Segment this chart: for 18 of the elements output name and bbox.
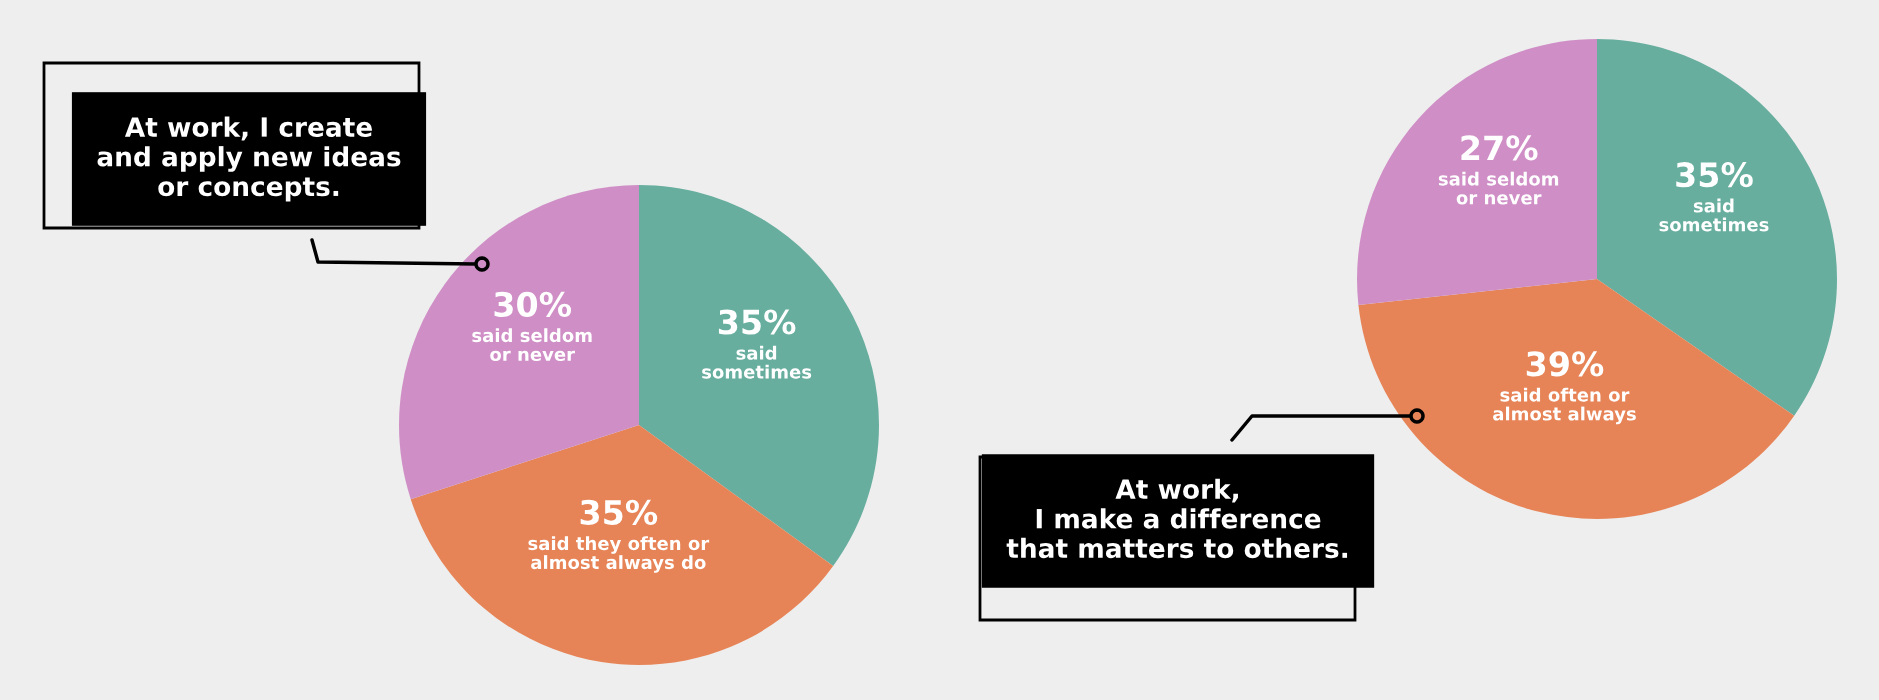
pie-slice (1357, 39, 1597, 306)
slice-label: said sometimes (702, 345, 812, 379)
data-label: 35% (718, 309, 796, 335)
slice-label: said sometimes (1659, 198, 1769, 232)
data-label: 35% (1676, 162, 1753, 188)
data-label: 30% (494, 291, 572, 317)
chart-title: At work, I create and apply new ideas or concepts. (97, 116, 401, 202)
pie-slice (1358, 279, 1795, 519)
data-label: 27% (1461, 135, 1538, 161)
data-label: 39% (1526, 351, 1604, 377)
pie-slice (399, 185, 639, 500)
text: At work, I make a difference that matters to others. (1006, 478, 1348, 559)
slice-label: said seldom or never (472, 328, 592, 362)
slice-label: said they often or almost always do (528, 536, 710, 573)
slice-label: said seldom or never (1438, 171, 1559, 205)
pie-slice (410, 425, 834, 665)
data-label: 35% (580, 499, 658, 525)
slice-label: said often or almost always (1493, 387, 1636, 425)
